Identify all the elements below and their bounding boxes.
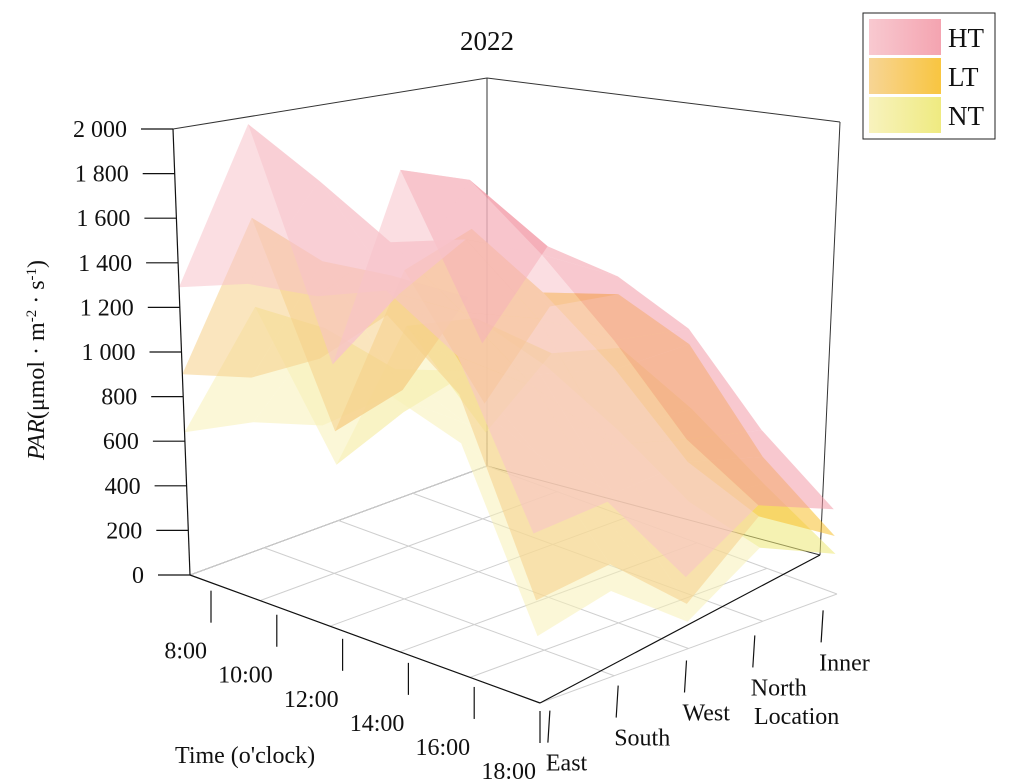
x-axis-ticks: 8:00 10:00 12:00 14:00 16:00 18:00 — [164, 590, 541, 784]
legend-swatch-lt — [869, 58, 941, 94]
z-tick-label: 600 — [103, 429, 139, 455]
z-tick-label: 2 000 — [73, 117, 127, 143]
floor-grid-line — [264, 547, 615, 677]
surface-patch-ht — [386, 290, 535, 387]
surface-patch-ht — [611, 439, 759, 578]
y-tick-label: South — [614, 726, 670, 752]
z-axis-label-unit-mid: · s — [24, 280, 50, 309]
z-axis-label-exponent-2: -1 — [24, 268, 40, 281]
surface-patch-ht — [537, 318, 687, 445]
z-tick-label: 0 — [132, 563, 144, 589]
x-tick-label: 16:00 — [416, 735, 471, 761]
surface-patch-ht — [614, 328, 762, 440]
z-axis-label-symbol: PAR — [24, 419, 50, 461]
z-tick-label: 1 400 — [78, 251, 132, 277]
z-axis-label-exponent-1: -2 — [24, 310, 40, 323]
surface-patch-ht — [541, 254, 689, 341]
surface-ht — [179, 124, 834, 578]
y-tick-label: Inner — [819, 650, 870, 676]
y-axis-line — [539, 554, 821, 704]
box-edge-top-right — [486, 77, 841, 123]
y-tick-label: West — [683, 701, 731, 727]
x-tick-label: 12:00 — [284, 687, 339, 713]
y-tick-mark — [547, 710, 551, 743]
x-tick-label: 14:00 — [350, 711, 405, 737]
z-axis-ticks: 0 200 400 600 800 1 000 1 200 1 400 1 600 1 800 2 … — [73, 117, 190, 589]
z-axis-label: PAR(μmol · m-2 · s-1) — [24, 260, 50, 461]
y-tick-mark — [820, 610, 824, 643]
surface-patch-ht — [462, 312, 612, 445]
y-tick-mark — [683, 660, 688, 693]
box-edge-right-vertical — [819, 121, 841, 556]
y-tick-label: North — [751, 675, 807, 701]
surface-patch-ht — [390, 239, 538, 319]
legend-label-lt: LT — [948, 62, 979, 92]
legend-label-nt: NT — [948, 101, 984, 131]
x-axis-line — [189, 574, 541, 704]
y-tick-mark — [752, 635, 756, 668]
box-edge-top-back — [172, 77, 488, 130]
z-tick-label: 800 — [101, 385, 137, 411]
y-axis-label: Location — [754, 704, 839, 730]
surface-patch-ht — [247, 180, 391, 297]
y-tick-mark — [615, 685, 619, 718]
surface-patch-ht — [317, 242, 463, 313]
surface-patch-ht — [398, 179, 542, 295]
z-axis-label-unit: (μmol · m — [24, 322, 50, 419]
surface-patch-ht — [179, 124, 320, 288]
y-tick-label: East — [546, 751, 588, 777]
chart-title: 2022 — [460, 26, 514, 56]
surface-patch-ht — [465, 239, 614, 341]
x-axis-label: Time (o'clock) — [175, 743, 315, 769]
x-tick-label: 10:00 — [218, 663, 273, 689]
y-axis-ticks: East South West North Inner — [546, 610, 870, 777]
legend-label-ht: HT — [948, 23, 984, 53]
legend: HT LT NT — [862, 12, 996, 140]
z-tick-label: 400 — [105, 474, 141, 500]
surface-patch-ht — [534, 387, 686, 578]
z-tick-label: 1 000 — [82, 340, 136, 366]
x-tick-label: 18:00 — [481, 759, 536, 784]
surfaces — [179, 124, 836, 637]
floor-grid-line — [338, 520, 689, 649]
z-tick-label: 1 200 — [80, 295, 134, 321]
x-tick-label: 8:00 — [164, 639, 207, 665]
legend-swatch-nt — [869, 97, 941, 133]
z-tick-label: 1 600 — [76, 206, 130, 232]
z-axis-label-close: ) — [24, 260, 50, 268]
legend-swatch-ht — [869, 19, 941, 55]
z-tick-label: 200 — [106, 518, 142, 544]
z-tick-label: 1 800 — [75, 162, 129, 188]
surface-patch-ht — [457, 356, 608, 534]
surface-patch-ht — [686, 430, 834, 510]
